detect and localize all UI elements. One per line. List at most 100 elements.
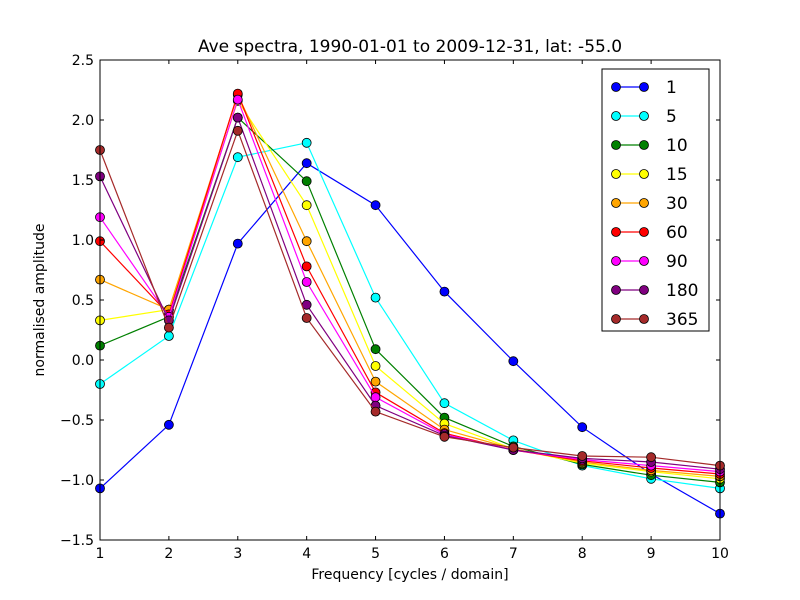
data-point xyxy=(232,238,243,249)
legend-marker xyxy=(611,111,621,121)
legend-label: 1 xyxy=(666,78,677,98)
x-tick-label: 9 xyxy=(647,546,656,562)
data-point xyxy=(163,331,174,341)
x-tick-label: 5 xyxy=(371,546,380,562)
legend-marker xyxy=(639,314,649,324)
legend-label: 5 xyxy=(666,107,677,127)
data-point xyxy=(163,419,174,430)
legend-marker xyxy=(611,285,621,295)
data-point xyxy=(301,313,312,323)
data-point xyxy=(232,112,243,123)
x-tick-label: 4 xyxy=(302,546,311,562)
y-tick-label: 2.5 xyxy=(72,53,94,69)
legend-marker xyxy=(611,256,621,266)
plot-area xyxy=(95,88,725,519)
x-tick-label: 10 xyxy=(711,546,729,562)
y-tick-label: 1.5 xyxy=(72,173,94,189)
x-tick-label: 3 xyxy=(233,546,242,562)
x-tick-label: 2 xyxy=(164,546,173,562)
data-point xyxy=(370,406,381,417)
series-line xyxy=(99,91,721,475)
series-line xyxy=(99,162,721,515)
chart-title: Ave spectra, 1990-01-01 to 2009-12-31, l… xyxy=(198,37,622,57)
y-tick-label: −1.0 xyxy=(60,473,94,489)
data-point xyxy=(163,322,174,333)
data-point xyxy=(370,200,381,211)
y-tick-label: 1.0 xyxy=(72,233,94,249)
data-point xyxy=(301,236,312,247)
legend-label: 30 xyxy=(666,194,688,214)
y-tick-label: 0.5 xyxy=(72,293,94,309)
legend-marker xyxy=(639,140,649,150)
legend-entry: 365 xyxy=(611,310,698,330)
data-point xyxy=(439,398,450,409)
plot-frame xyxy=(99,59,721,541)
data-point xyxy=(301,261,312,272)
legend-label: 10 xyxy=(666,136,688,156)
legend-marker xyxy=(611,169,621,179)
data-point xyxy=(301,277,312,287)
data-point xyxy=(301,176,312,187)
x-tick-label: 8 xyxy=(578,546,587,562)
data-point xyxy=(370,344,381,355)
legend-entry: 60 xyxy=(611,223,688,243)
x-tick-label: 1 xyxy=(96,546,105,562)
legend-entry: 5 xyxy=(611,107,677,127)
legend-entry: 180 xyxy=(611,281,698,301)
legend-entry: 10 xyxy=(611,136,688,156)
legend-marker xyxy=(639,82,649,92)
legend-entry: 1 xyxy=(611,78,677,98)
legend-marker xyxy=(639,169,649,179)
data-point xyxy=(439,431,450,442)
y-tick-label: 0.0 xyxy=(72,353,94,369)
y-axis-label: normalised amplitude xyxy=(32,224,48,377)
x-tick-label: 6 xyxy=(440,546,449,562)
legend-marker xyxy=(611,314,621,324)
data-point xyxy=(370,361,381,371)
legend-marker xyxy=(611,227,621,237)
legend-marker xyxy=(639,198,649,208)
series-line xyxy=(99,115,721,470)
data-point xyxy=(301,200,312,211)
data-point xyxy=(577,451,588,461)
legend-label: 60 xyxy=(666,223,688,243)
data-point xyxy=(370,292,381,303)
data-point xyxy=(232,152,243,163)
legend-marker xyxy=(611,140,621,150)
legend-label: 365 xyxy=(666,310,698,330)
y-tick-label: 2.0 xyxy=(72,113,94,129)
data-point xyxy=(577,422,588,433)
data-point xyxy=(439,286,450,297)
legend-marker xyxy=(639,256,649,266)
legend-marker xyxy=(611,198,621,208)
data-point xyxy=(232,94,243,105)
legend-entry: 15 xyxy=(611,165,688,185)
legend-marker xyxy=(639,285,649,295)
data-point xyxy=(508,356,519,367)
legend-marker xyxy=(639,111,649,121)
series-line xyxy=(99,97,721,473)
legend-label: 90 xyxy=(666,252,688,272)
legend-entry: 30 xyxy=(611,194,688,214)
legend-label: 15 xyxy=(666,165,688,185)
series-365 xyxy=(95,125,725,471)
data-point xyxy=(301,158,312,169)
legend-label: 180 xyxy=(666,281,698,301)
data-point xyxy=(508,442,519,453)
data-point xyxy=(232,125,243,136)
legend-marker xyxy=(611,82,621,92)
series-line xyxy=(99,142,721,489)
y-tick-label: −0.5 xyxy=(60,413,94,429)
series-line xyxy=(99,129,721,467)
y-tick-label: −1.5 xyxy=(60,533,94,549)
legend-entry: 90 xyxy=(611,252,688,272)
data-point xyxy=(301,137,312,148)
series-1 xyxy=(95,158,725,519)
data-point xyxy=(646,452,657,463)
data-point xyxy=(370,376,381,387)
legend-marker xyxy=(639,227,649,237)
x-axis-label: Frequency [cycles / domain] xyxy=(311,567,508,583)
x-tick-label: 7 xyxy=(509,546,518,562)
